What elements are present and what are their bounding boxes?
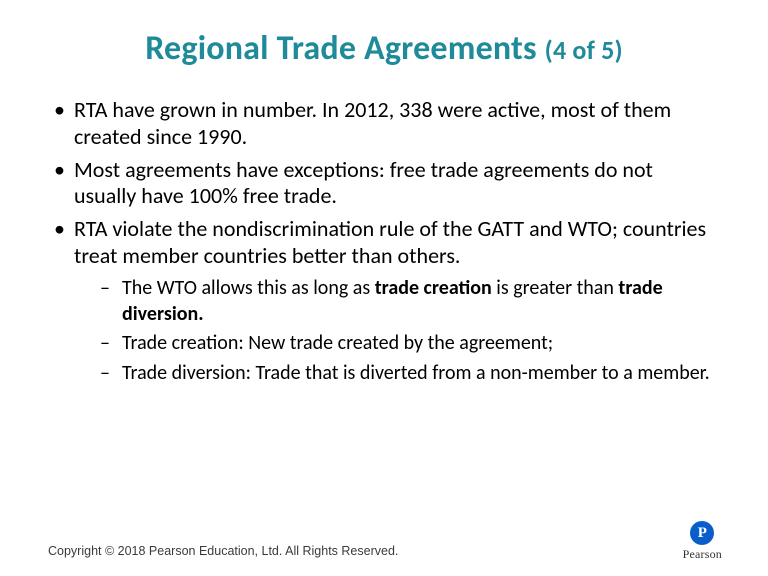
- slide: Regional Trade Agreements (4 of 5) RTA h…: [0, 0, 768, 576]
- sub-text: The WTO allows this as long as: [122, 276, 375, 300]
- bullet-list: RTA have grown in number. In 2012, 338 w…: [48, 97, 720, 386]
- title-main: Regional Trade Agreements: [145, 28, 544, 69]
- title-part: (4 of 5): [545, 34, 623, 66]
- bullet-item: Most agreements have exceptions: free tr…: [48, 157, 720, 211]
- copyright-footer: Copyright © 2018 Pearson Education, Ltd.…: [48, 544, 398, 558]
- bullet-item: RTA violate the nondiscrimination rule o…: [48, 216, 720, 386]
- slide-title: Regional Trade Agreements (4 of 5): [48, 28, 720, 69]
- bullet-text: RTA violate the nondiscrimination rule o…: [74, 215, 706, 269]
- pearson-logo: P Pearson: [683, 521, 722, 562]
- pearson-logo-text: Pearson: [683, 547, 722, 562]
- sub-bullet-item: Trade diversion: Trade that is diverted …: [92, 361, 720, 387]
- sub-bullet-list: The WTO allows this as long as trade cre…: [74, 276, 720, 386]
- sub-bullet-item: The WTO allows this as long as trade cre…: [92, 276, 720, 327]
- sub-text: is greater than: [492, 276, 619, 300]
- sub-bold: trade creation: [375, 276, 492, 300]
- bullet-item: RTA have grown in number. In 2012, 338 w…: [48, 97, 720, 151]
- sub-bullet-item: Trade creation: New trade created by the…: [92, 331, 720, 357]
- pearson-logo-icon: P: [690, 521, 714, 545]
